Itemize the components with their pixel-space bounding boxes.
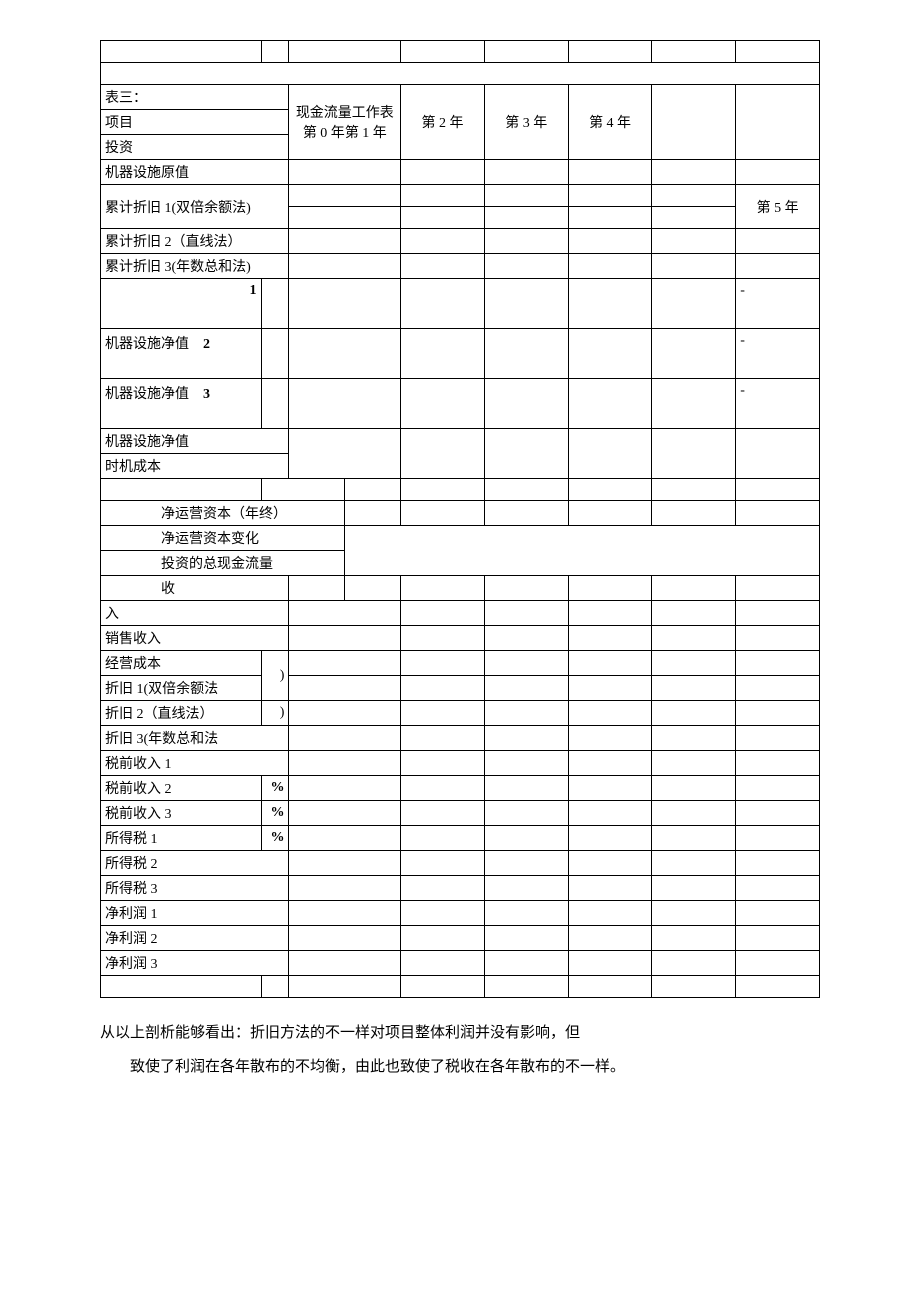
table-row: 税前收入 3 % (101, 801, 820, 826)
percent-cell: % (261, 776, 289, 801)
row-label: 时机成本 (101, 454, 289, 479)
table-row: 净利润 1 (101, 901, 820, 926)
col-header-year3: 第 3 年 (484, 85, 568, 160)
table-row: 净利润 2 (101, 926, 820, 951)
table-row: 净利润 3 (101, 951, 820, 976)
empty-cell (652, 85, 736, 160)
table-row (101, 41, 820, 63)
analysis-line1: 从以上剖析能够看出：折旧方法的不一样对项目整体利润并没有影响，但 (100, 1018, 820, 1048)
row-label: 所得税 1 (101, 826, 262, 851)
table-row: 机器设施净值 (101, 429, 820, 454)
row-label: 税前收入 3 (101, 801, 262, 826)
table-row: 净运营资本变化 (101, 526, 820, 551)
row-label: 税前收入 2 (101, 776, 262, 801)
dash-cell: - (736, 379, 820, 429)
table-row: 1 - (101, 279, 820, 329)
row-label: 净运营资本（年终） (101, 501, 345, 526)
row-label: 机器设施净值 (101, 429, 289, 454)
table-row: 折旧 1(双倍余额法 (101, 676, 820, 701)
dash-cell: - (736, 329, 820, 379)
row-label: 税前收入 1 (101, 751, 289, 776)
table-row (101, 63, 820, 85)
row-label: 折旧 1(双倍余额法 (101, 676, 262, 701)
row-label: 净运营资本变化 (101, 526, 345, 551)
col-header-year2: 第 2 年 (401, 85, 485, 160)
row-label: 投资的总现金流量 (101, 551, 345, 576)
row-label: 销售收入 (101, 626, 289, 651)
cashflow-table-container: 表三： 现金流量工作表 第 0 年第 1 年 第 2 年 第 3 年 第 4 年… (100, 40, 820, 998)
table-row: 所得税 1 % (101, 826, 820, 851)
row-label: 1 (101, 279, 262, 329)
table-row: 经营成本 ) (101, 651, 820, 676)
row-label: 机器设施净值 3 (101, 379, 262, 429)
row-label: 所得税 2 (101, 851, 289, 876)
col-header-year5: 第 5 年 (736, 185, 820, 229)
table-row: 所得税 2 (101, 851, 820, 876)
table-row (101, 479, 820, 501)
table-row (101, 976, 820, 998)
cashflow-table: 表三： 现金流量工作表 第 0 年第 1 年 第 2 年 第 3 年 第 4 年… (100, 40, 820, 998)
table-row: 机器设施原值 (101, 160, 820, 185)
empty-cell (736, 85, 820, 160)
paren-cell: ) (261, 701, 289, 726)
analysis-paragraph: 从以上剖析能够看出：折旧方法的不一样对项目整体利润并没有影响，但 致使了利润在各… (100, 1018, 820, 1082)
percent-cell: % (261, 801, 289, 826)
table-row: 表三： 现金流量工作表 第 0 年第 1 年 第 2 年 第 3 年 第 4 年 (101, 85, 820, 110)
row-label: 机器设施净值 2 (101, 329, 262, 379)
row-label: 折旧 2（直线法） (101, 701, 262, 726)
row-label: 投资 (101, 135, 289, 160)
table-title: 表三： (101, 85, 289, 110)
paren-cell: ) (261, 651, 289, 701)
table-row: 折旧 3(年数总和法 (101, 726, 820, 751)
row-label: 经营成本 (101, 651, 262, 676)
row-label: 收 (101, 576, 289, 601)
table-row: 折旧 2（直线法） ) (101, 701, 820, 726)
table-row: 销售收入 (101, 626, 820, 651)
row-label: 所得税 3 (101, 876, 289, 901)
table-row: 累计折旧 1(双倍余额法) 第 5 年 (101, 185, 820, 207)
row-label: 净利润 1 (101, 901, 289, 926)
row-label: 累计折旧 3(年数总和法) (101, 254, 289, 279)
row-label: 净利润 3 (101, 951, 289, 976)
table-row: 入 (101, 601, 820, 626)
row-label: 折旧 3(年数总和法 (101, 726, 289, 751)
percent-cell: % (261, 826, 289, 851)
table-row: 净运营资本（年终） (101, 501, 820, 526)
table-row: 累计折旧 2（直线法） (101, 229, 820, 254)
row-label: 项目 (101, 110, 289, 135)
row-label: 机器设施原值 (101, 160, 289, 185)
table-row: 收 (101, 576, 820, 601)
row-label: 入 (101, 601, 289, 626)
col-header-year4: 第 4 年 (568, 85, 652, 160)
table-row: 税前收入 2 % (101, 776, 820, 801)
analysis-line2: 致使了利润在各年散布的不均衡，由此也致使了税收在各年散布的不一样。 (100, 1052, 820, 1082)
col-header: 现金流量工作表 第 0 年第 1 年 (289, 85, 401, 160)
dash-cell: - (736, 279, 820, 329)
table-row: 机器设施净值 3 - (101, 379, 820, 429)
table-row: 所得税 3 (101, 876, 820, 901)
table-row: 税前收入 1 (101, 751, 820, 776)
row-label: 累计折旧 1(双倍余额法) (101, 185, 289, 229)
row-label: 累计折旧 2（直线法） (101, 229, 289, 254)
table-row: 机器设施净值 2 - (101, 329, 820, 379)
row-label: 净利润 2 (101, 926, 289, 951)
